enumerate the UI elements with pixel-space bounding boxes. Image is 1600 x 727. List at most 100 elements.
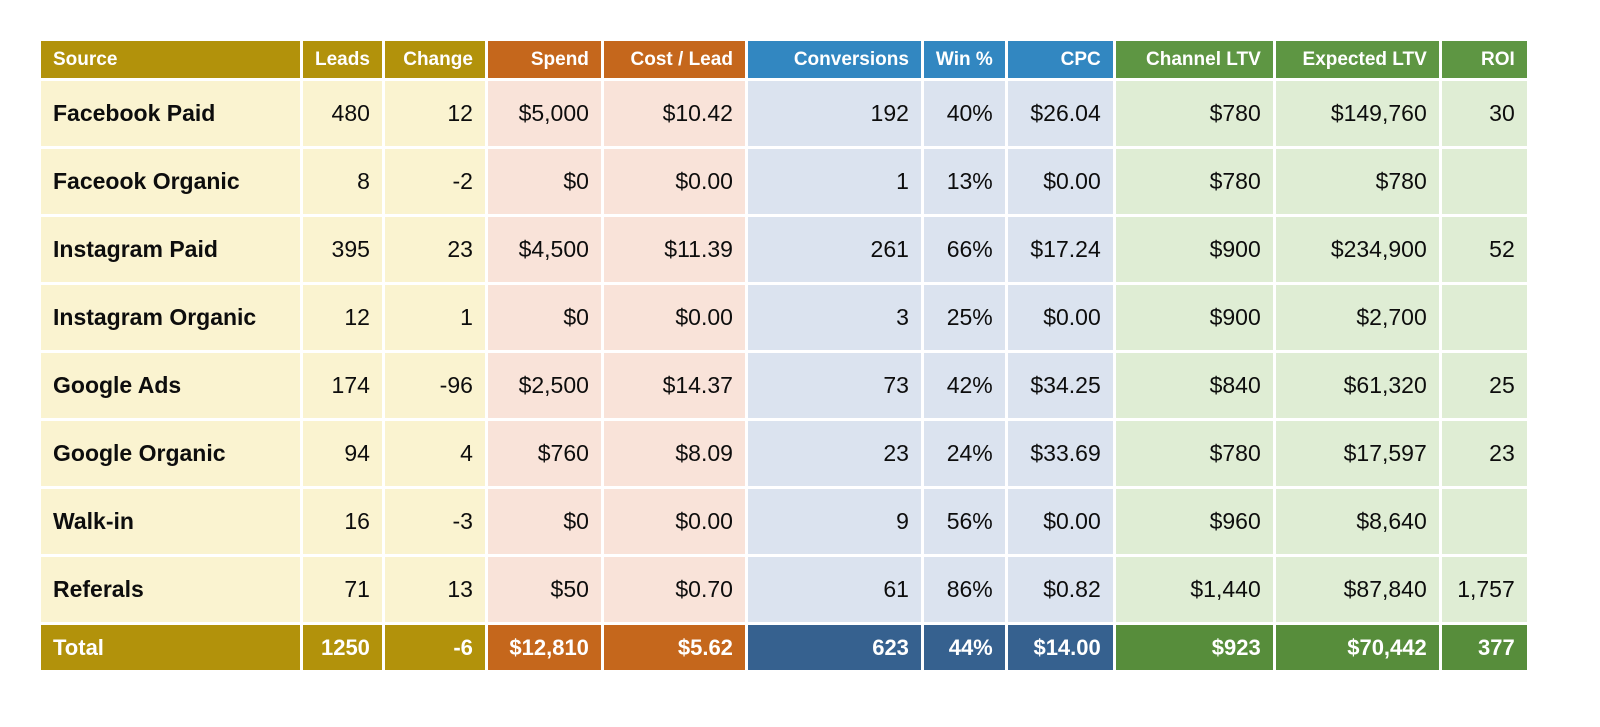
cell-roi[interactable]: 23 xyxy=(1438,418,1530,489)
cell-leads[interactable]: 94 xyxy=(300,418,385,489)
source-cell[interactable]: Instagram Paid xyxy=(38,214,303,285)
source-cell[interactable]: Instagram Organic xyxy=(38,282,303,353)
cell-cpc[interactable]: $0.00 xyxy=(1004,282,1116,353)
cell-win[interactable]: 40% xyxy=(920,78,1008,149)
cell-win[interactable]: 13% xyxy=(920,146,1008,217)
cell-change[interactable]: 1 xyxy=(381,282,488,353)
column-header-channel-ltv[interactable]: Channel LTV xyxy=(1112,38,1276,81)
cell-cpc[interactable]: $0.00 xyxy=(1004,486,1116,557)
cell-expected-ltv[interactable]: $780 xyxy=(1272,146,1442,217)
cell-change[interactable]: 13 xyxy=(381,554,488,625)
cell-cost-lead[interactable]: $11.39 xyxy=(600,214,748,285)
cell-win[interactable]: 42% xyxy=(920,350,1008,421)
column-header-cpc[interactable]: CPC xyxy=(1004,38,1116,81)
cell-leads[interactable]: 8 xyxy=(300,146,385,217)
cell-cost-lead[interactable]: $8.09 xyxy=(600,418,748,489)
cell-cpc[interactable]: $0.82 xyxy=(1004,554,1116,625)
cell-cpc[interactable]: $0.00 xyxy=(1004,146,1116,217)
cell-spend[interactable]: $2,500 xyxy=(484,350,604,421)
cell-change[interactable]: 23 xyxy=(381,214,488,285)
total-cell-cost-lead[interactable]: $5.62 xyxy=(600,622,748,673)
column-header-change[interactable]: Change xyxy=(381,38,488,81)
cell-leads[interactable]: 16 xyxy=(300,486,385,557)
source-cell[interactable]: Referals xyxy=(38,554,303,625)
cell-spend[interactable]: $5,000 xyxy=(484,78,604,149)
cell-spend[interactable]: $0 xyxy=(484,146,604,217)
cell-change[interactable]: -96 xyxy=(381,350,488,421)
cell-cost-lead[interactable]: $0.00 xyxy=(600,146,748,217)
cell-spend[interactable]: $760 xyxy=(484,418,604,489)
cell-leads[interactable]: 12 xyxy=(300,282,385,353)
cell-cost-lead[interactable]: $10.42 xyxy=(600,78,748,149)
cell-spend[interactable]: $0 xyxy=(484,486,604,557)
cell-win[interactable]: 24% xyxy=(920,418,1008,489)
cell-expected-ltv[interactable]: $61,320 xyxy=(1272,350,1442,421)
source-cell[interactable]: Google Ads xyxy=(38,350,303,421)
total-cell-cpc[interactable]: $14.00 xyxy=(1004,622,1116,673)
cell-conversions[interactable]: 192 xyxy=(744,78,924,149)
cell-leads[interactable]: 480 xyxy=(300,78,385,149)
column-header-win[interactable]: Win % xyxy=(920,38,1008,81)
cell-change[interactable]: -3 xyxy=(381,486,488,557)
cell-win[interactable]: 66% xyxy=(920,214,1008,285)
cell-change[interactable]: -2 xyxy=(381,146,488,217)
column-header-expected-ltv[interactable]: Expected LTV xyxy=(1272,38,1442,81)
cell-change[interactable]: 4 xyxy=(381,418,488,489)
source-cell[interactable]: Walk-in xyxy=(38,486,303,557)
total-cell-spend[interactable]: $12,810 xyxy=(484,622,604,673)
total-cell-roi[interactable]: 377 xyxy=(1438,622,1530,673)
source-cell[interactable]: Facebook Paid xyxy=(38,78,303,149)
cell-leads[interactable]: 71 xyxy=(300,554,385,625)
cell-expected-ltv[interactable]: $234,900 xyxy=(1272,214,1442,285)
cell-channel-ltv[interactable]: $900 xyxy=(1112,282,1276,353)
source-cell[interactable]: Google Organic xyxy=(38,418,303,489)
column-header-conversions[interactable]: Conversions xyxy=(744,38,924,81)
cell-win[interactable]: 86% xyxy=(920,554,1008,625)
cell-change[interactable]: 12 xyxy=(381,78,488,149)
cell-expected-ltv[interactable]: $17,597 xyxy=(1272,418,1442,489)
total-cell-channel-ltv[interactable]: $923 xyxy=(1112,622,1276,673)
cell-win[interactable]: 25% xyxy=(920,282,1008,353)
total-cell-win[interactable]: 44% xyxy=(920,622,1008,673)
cell-conversions[interactable]: 9 xyxy=(744,486,924,557)
column-header-spend[interactable]: Spend xyxy=(484,38,604,81)
cell-conversions[interactable]: 23 xyxy=(744,418,924,489)
cell-cost-lead[interactable]: $0.70 xyxy=(600,554,748,625)
cell-channel-ltv[interactable]: $780 xyxy=(1112,418,1276,489)
cell-expected-ltv[interactable]: $8,640 xyxy=(1272,486,1442,557)
cell-roi[interactable] xyxy=(1438,486,1530,557)
cell-roi[interactable]: 25 xyxy=(1438,350,1530,421)
cell-spend[interactable]: $0 xyxy=(484,282,604,353)
cell-roi[interactable]: 30 xyxy=(1438,78,1530,149)
cell-channel-ltv[interactable]: $840 xyxy=(1112,350,1276,421)
cell-roi[interactable]: 1,757 xyxy=(1438,554,1530,625)
cell-cost-lead[interactable]: $0.00 xyxy=(600,486,748,557)
cell-leads[interactable]: 395 xyxy=(300,214,385,285)
column-header-roi[interactable]: ROI xyxy=(1438,38,1530,81)
cell-conversions[interactable]: 261 xyxy=(744,214,924,285)
total-cell-leads[interactable]: 1250 xyxy=(300,622,385,673)
cell-cpc[interactable]: $34.25 xyxy=(1004,350,1116,421)
cell-spend[interactable]: $4,500 xyxy=(484,214,604,285)
cell-cpc[interactable]: $17.24 xyxy=(1004,214,1116,285)
cell-conversions[interactable]: 73 xyxy=(744,350,924,421)
cell-win[interactable]: 56% xyxy=(920,486,1008,557)
column-header-cost-lead[interactable]: Cost / Lead xyxy=(600,38,748,81)
cell-spend[interactable]: $50 xyxy=(484,554,604,625)
cell-expected-ltv[interactable]: $87,840 xyxy=(1272,554,1442,625)
cell-cpc[interactable]: $33.69 xyxy=(1004,418,1116,489)
cell-channel-ltv[interactable]: $1,440 xyxy=(1112,554,1276,625)
total-cell-expected-ltv[interactable]: $70,442 xyxy=(1272,622,1442,673)
cell-roi[interactable]: 52 xyxy=(1438,214,1530,285)
total-label-cell[interactable]: Total xyxy=(38,622,303,673)
cell-cost-lead[interactable]: $0.00 xyxy=(600,282,748,353)
cell-channel-ltv[interactable]: $780 xyxy=(1112,146,1276,217)
cell-channel-ltv[interactable]: $900 xyxy=(1112,214,1276,285)
cell-expected-ltv[interactable]: $2,700 xyxy=(1272,282,1442,353)
cell-leads[interactable]: 174 xyxy=(300,350,385,421)
cell-channel-ltv[interactable]: $780 xyxy=(1112,78,1276,149)
column-header-source[interactable]: Source xyxy=(38,38,303,81)
cell-roi[interactable] xyxy=(1438,282,1530,353)
column-header-leads[interactable]: Leads xyxy=(300,38,385,81)
cell-channel-ltv[interactable]: $960 xyxy=(1112,486,1276,557)
